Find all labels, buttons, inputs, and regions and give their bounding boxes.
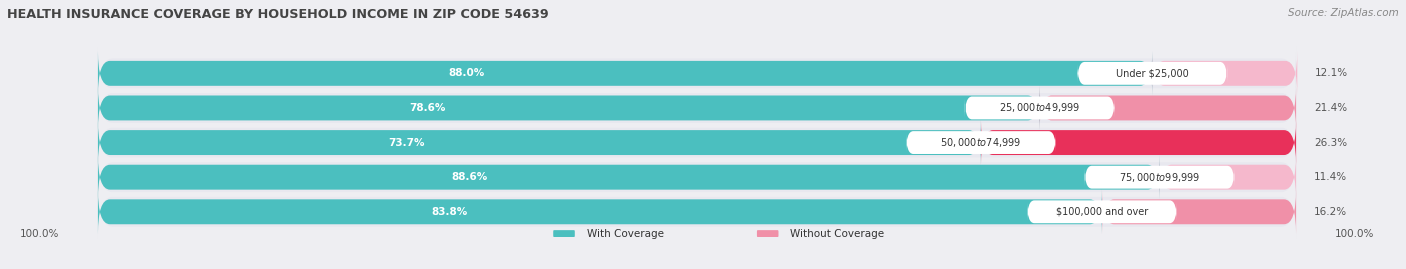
Text: 100.0%: 100.0% <box>20 229 59 239</box>
FancyBboxPatch shape <box>98 121 981 165</box>
Text: $100,000 and over: $100,000 and over <box>1056 207 1149 217</box>
FancyBboxPatch shape <box>98 86 1039 130</box>
Text: 12.1%: 12.1% <box>1315 68 1348 78</box>
FancyBboxPatch shape <box>965 97 1115 119</box>
Text: 21.4%: 21.4% <box>1315 103 1347 113</box>
FancyBboxPatch shape <box>905 131 1056 154</box>
Text: $50,000 to $74,999: $50,000 to $74,999 <box>941 136 1022 149</box>
FancyBboxPatch shape <box>98 47 1296 100</box>
FancyBboxPatch shape <box>98 155 1160 199</box>
Text: 11.4%: 11.4% <box>1315 172 1347 182</box>
FancyBboxPatch shape <box>981 121 1296 165</box>
Text: $75,000 to $99,999: $75,000 to $99,999 <box>1119 171 1201 184</box>
Text: 88.0%: 88.0% <box>449 68 485 78</box>
FancyBboxPatch shape <box>553 230 575 237</box>
Text: $25,000 to $49,999: $25,000 to $49,999 <box>1000 101 1080 114</box>
Text: 83.8%: 83.8% <box>432 207 467 217</box>
FancyBboxPatch shape <box>98 51 1153 95</box>
Text: HEALTH INSURANCE COVERAGE BY HOUSEHOLD INCOME IN ZIP CODE 54639: HEALTH INSURANCE COVERAGE BY HOUSEHOLD I… <box>7 8 548 21</box>
Text: 16.2%: 16.2% <box>1315 207 1347 217</box>
FancyBboxPatch shape <box>98 185 1296 238</box>
FancyBboxPatch shape <box>98 81 1296 134</box>
FancyBboxPatch shape <box>98 116 1296 169</box>
FancyBboxPatch shape <box>756 230 779 237</box>
FancyBboxPatch shape <box>1039 86 1296 130</box>
FancyBboxPatch shape <box>1153 51 1298 95</box>
FancyBboxPatch shape <box>98 151 1296 204</box>
FancyBboxPatch shape <box>1160 155 1296 199</box>
FancyBboxPatch shape <box>1102 190 1296 234</box>
Text: With Coverage: With Coverage <box>586 229 664 239</box>
Text: Source: ZipAtlas.com: Source: ZipAtlas.com <box>1288 8 1399 18</box>
FancyBboxPatch shape <box>1028 200 1177 223</box>
Text: Without Coverage: Without Coverage <box>790 229 884 239</box>
FancyBboxPatch shape <box>98 190 1102 234</box>
Text: 100.0%: 100.0% <box>1334 229 1374 239</box>
FancyBboxPatch shape <box>1077 62 1227 85</box>
FancyBboxPatch shape <box>1084 166 1234 189</box>
Text: 78.6%: 78.6% <box>409 103 446 113</box>
Text: 73.7%: 73.7% <box>388 137 425 148</box>
Text: 88.6%: 88.6% <box>451 172 488 182</box>
Text: 26.3%: 26.3% <box>1315 137 1347 148</box>
Text: Under $25,000: Under $25,000 <box>1116 68 1188 78</box>
